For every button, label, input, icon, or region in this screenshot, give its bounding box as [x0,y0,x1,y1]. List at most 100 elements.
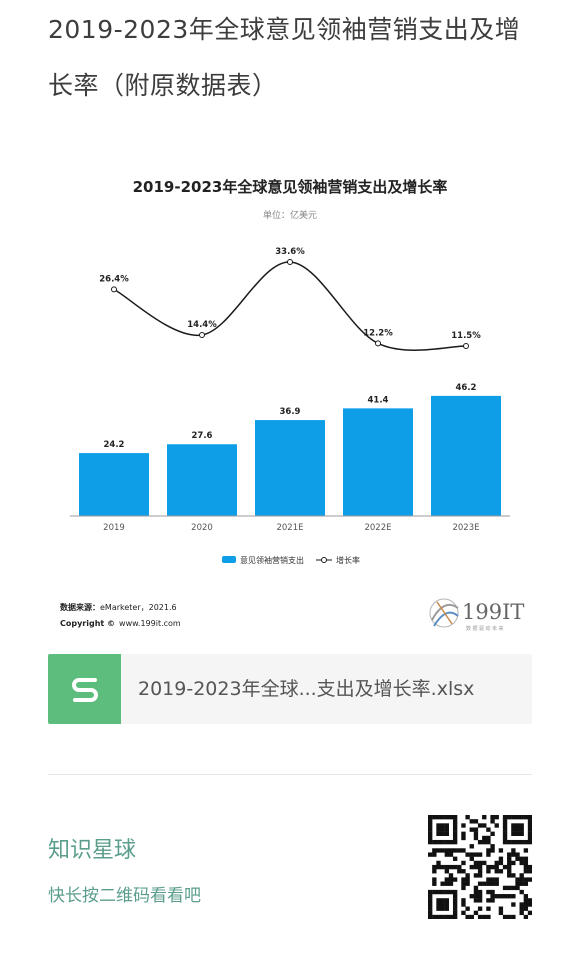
qr-module [527,910,533,916]
qr-module [448,852,454,857]
qr-module [490,877,495,882]
qr-module [498,894,504,899]
qr-module [490,864,495,870]
x-tick-2020: 2020 [191,523,213,533]
chart-source: 数据来源：eMarketer，2021.6 Copyright © www.199… [60,602,181,628]
bar-2021E [255,420,325,516]
qr-module [482,835,487,841]
qr-module [440,889,445,895]
qr-module [490,889,495,895]
qr-module [440,815,445,820]
chart-title: 2019-2023年全球意见领袖营销支出及增长率 [133,178,448,196]
qr-module [448,815,454,820]
qr-module [507,856,512,861]
qr-module [477,852,483,857]
qr-module [436,815,441,820]
qr-module [440,906,445,911]
qr-module [482,823,487,828]
qr-code-icon[interactable] [428,815,533,920]
qr-module [527,819,533,824]
qr-module [477,864,483,870]
qr-module [473,889,479,895]
qr-module [432,839,437,845]
qr-module [473,852,479,857]
qr-module [519,873,524,878]
qr-module [494,864,499,870]
qr-module [494,823,499,828]
qr-module [486,898,491,903]
qr-module [507,815,512,820]
qr-module [502,864,508,870]
growth-point-2021E [287,259,293,265]
qr-module [527,898,533,903]
qr-module [502,894,508,899]
qr-module [444,839,449,845]
qr-module [444,864,449,870]
qr-module [452,914,458,920]
qr-module [444,815,449,820]
qr-module [461,881,466,886]
attachment-file-card[interactable]: 2019-2023年全球...支出及增长率.xlsx [48,654,532,724]
growth-label-2021E: 33.6% [275,247,305,257]
qr-module [444,898,449,903]
qr-module [502,827,508,832]
qr-code-graphic [428,815,533,920]
qr-module [527,831,533,836]
bar-value-labels: 24.2 27.6 36.9 41.4 46.2 [104,383,477,450]
qr-module [507,864,512,870]
growth-label-2022E: 12.2% [363,328,393,338]
qr-module [511,823,516,828]
qr-module [502,914,508,920]
qr-module [444,902,449,907]
qr-module [473,864,479,870]
chart-image: 2019-2023年全球意见领袖营销支出及增长率 单位：亿美元 24.2 27.6… [48,150,533,640]
qr-module [444,889,449,895]
qr-module [448,877,454,882]
qr-module [469,852,474,857]
qr-module [432,889,437,895]
chart-subtitle: 单位：亿美元 [263,209,317,221]
qr-module [473,894,479,899]
qr-module [465,914,470,920]
qr-module [519,823,524,828]
qr-module [440,914,445,920]
qr-module [440,881,445,886]
qr-module [452,906,458,911]
source-value: eMarketer，2021.6 [100,603,177,612]
qr-module [482,839,487,845]
qr-module [452,839,458,845]
qr-module [523,906,529,911]
qr-module [490,898,495,903]
qr-module [436,823,441,828]
qr-module [498,869,504,874]
qr-module [494,881,499,886]
qr-module [511,852,516,857]
qr-module [461,902,466,907]
qr-module [452,823,458,828]
qr-module [469,827,474,832]
qr-module [428,823,433,828]
qr-module [494,894,499,899]
qr-module [490,815,495,820]
qr-module [444,877,449,882]
promo-title: 知识星球 [48,838,137,863]
qr-module [432,914,437,920]
logo-subtext: 数据驱动未来 [466,625,505,632]
qr-module [428,910,433,916]
qr-module [428,815,433,820]
qr-module [477,873,483,878]
qr-module [498,860,504,866]
bar-value-label-2021E: 36.9 [280,407,301,417]
qr-module [498,910,504,916]
growth-point-2019 [111,286,117,293]
qr-module [436,914,441,920]
spreadsheet-s-icon [48,654,121,724]
qr-module [448,864,454,870]
qr-module [515,881,520,886]
qr-module [428,914,433,920]
qr-module [428,906,433,911]
qr-module [486,827,491,832]
qr-module [477,869,483,874]
qr-module [444,914,449,920]
qr-module [465,873,470,878]
